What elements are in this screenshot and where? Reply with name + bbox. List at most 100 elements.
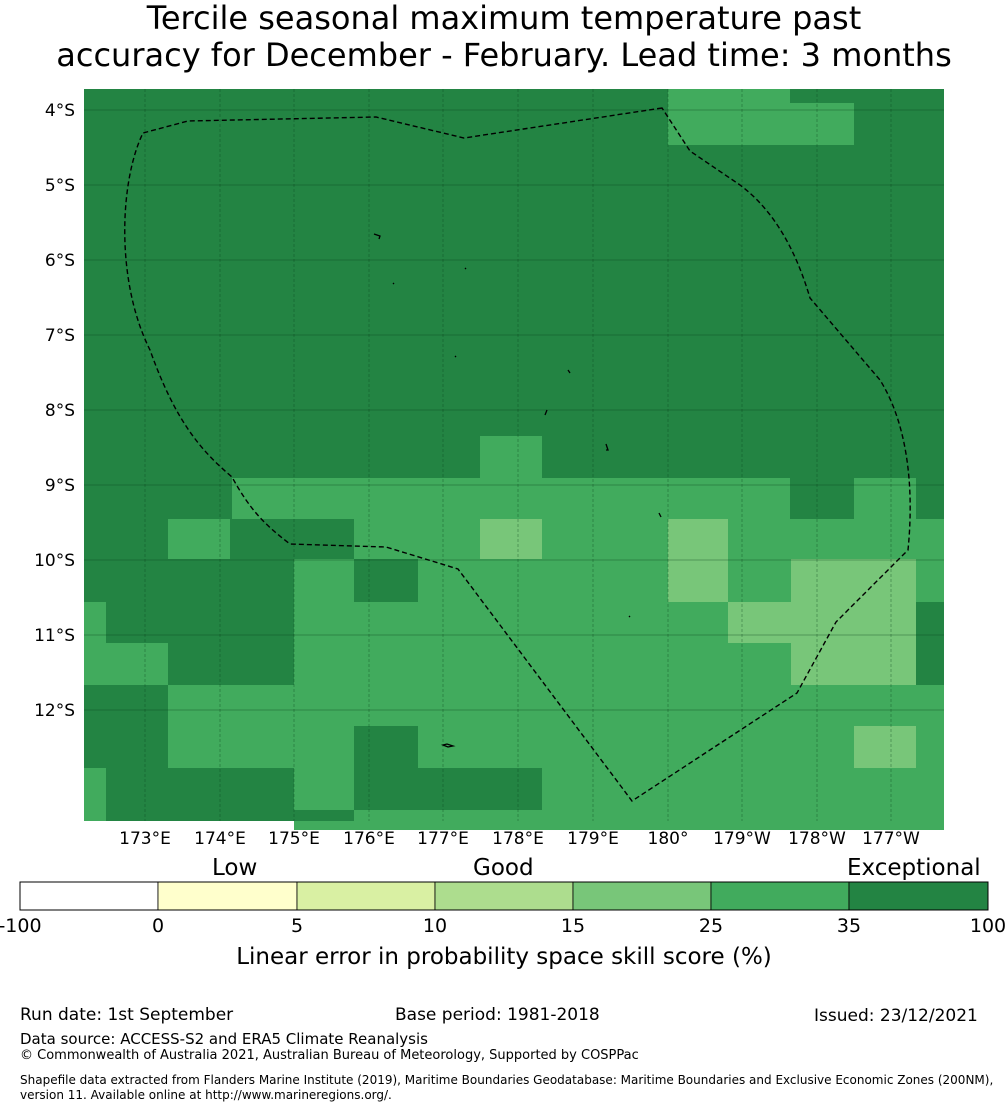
latitude-label: 9°S: [45, 476, 75, 496]
colorbar-category-good: Good: [473, 855, 534, 881]
skill-cell: [542, 519, 668, 559]
colorbar-segment: [710, 881, 850, 911]
colorbar: -100 0 5 10 15 25 35 100: [0, 881, 1006, 937]
shapefile-credit-line-1: Shapefile data extracted from Flanders M…: [20, 1073, 994, 1087]
skill-cell: [668, 602, 728, 830]
skill-cell: [854, 478, 916, 519]
island-outline: [567, 369, 571, 374]
island-outline: [658, 512, 662, 518]
island-outline: [605, 443, 609, 451]
island-outline: [454, 355, 457, 358]
skill-cell: [232, 478, 790, 519]
latitude-label: 11°S: [34, 626, 75, 646]
latitude-label: 4°S: [45, 101, 75, 121]
island-outline: [392, 282, 395, 285]
island-outline: [440, 743, 456, 748]
skill-cell: [418, 726, 668, 768]
base-period: Base period: 1981-2018: [395, 1005, 600, 1025]
skill-cell: [354, 519, 480, 559]
skill-cell: [418, 559, 668, 602]
issued-date: Issued: 23/12/2021: [814, 1006, 978, 1026]
latitude-label: 7°S: [45, 326, 75, 346]
skill-cell: [168, 519, 230, 559]
latitude-labels: 4°S 5°S 6°S 7°S 8°S 9°S 10°S 11°S 12°S: [34, 101, 75, 721]
latitude-label: 8°S: [45, 401, 75, 421]
longitude-label: 174°E: [194, 829, 246, 849]
skill-grid-cells: [84, 89, 944, 830]
skill-cell: [354, 810, 542, 821]
skill-cell: [480, 519, 542, 559]
colorbar-segment: [296, 881, 436, 911]
island-outline: [373, 233, 381, 240]
colorbar-segment: [848, 881, 989, 911]
colorbar-segment: [157, 881, 298, 911]
colorbar-segment: [572, 881, 712, 911]
data-source: Data source: ACCESS-S2 and ERA5 Climate …: [20, 1030, 428, 1048]
run-date: Run date: 1st September: [20, 1005, 234, 1025]
skill-cell: [791, 559, 916, 685]
skill-cell: [480, 436, 542, 478]
colorbar-tick-label: 0: [152, 915, 164, 937]
colorbar-tick-label: 100: [970, 915, 1006, 937]
colorbar-segments: [19, 881, 989, 911]
skill-cell: [668, 89, 790, 103]
longitude-label: 180°: [648, 829, 689, 849]
skill-cell: [728, 602, 791, 643]
latitude-label: 12°S: [34, 701, 75, 721]
shapefile-credit-line-2: version 11. Available online at http://w…: [20, 1088, 392, 1102]
colorbar-tick-label: 5: [291, 915, 303, 937]
skill-cell: [168, 685, 294, 768]
skill-cell: [668, 103, 854, 145]
colorbar-frame: [19, 881, 989, 911]
skill-cell: [728, 519, 944, 559]
skill-cell: [294, 810, 354, 821]
skill-cell: [354, 726, 418, 768]
skill-cell: [294, 559, 354, 602]
colorbar-tick-label: 25: [699, 915, 723, 937]
skill-cell: [84, 602, 106, 643]
skill-cell: [84, 768, 106, 821]
longitude-label: 175°E: [268, 829, 320, 849]
colorbar-category-exceptional: Exceptional: [847, 855, 981, 881]
colorbar-tick-label: 10: [423, 915, 447, 937]
skill-cell: [728, 643, 791, 830]
colorbar-tick-label: 15: [561, 915, 585, 937]
longitude-label: 176°E: [343, 829, 395, 849]
eez-boundary: [124, 107, 911, 802]
longitude-label: 179°W: [713, 829, 771, 849]
map-title-line-2: accuracy for December - February. Lead t…: [56, 36, 952, 74]
skill-cell: [854, 726, 916, 768]
map-panel: [84, 89, 944, 830]
skill-cell: [916, 559, 944, 602]
map-gridlines: [84, 89, 944, 821]
skill-cell: [84, 643, 168, 685]
colorbar-segment: [19, 881, 159, 911]
skill-cell: [668, 519, 728, 602]
copyright: © Commonwealth of Australia 2021, Austra…: [20, 1048, 639, 1063]
latitude-label: 10°S: [34, 551, 75, 571]
longitude-label: 179°E: [567, 829, 619, 849]
colorbar-category-low: Low: [212, 855, 258, 881]
skill-cell: [354, 768, 542, 810]
latitude-label: 6°S: [45, 251, 75, 271]
colorbar-segment: [434, 881, 574, 911]
longitude-label: 173°E: [119, 829, 171, 849]
longitude-label: 177°W: [862, 829, 920, 849]
longitude-label: 178°W: [788, 829, 846, 849]
skill-cell: [542, 768, 668, 821]
colorbar-label: Linear error in probability space skill …: [236, 944, 772, 970]
longitude-label: 178°E: [492, 829, 544, 849]
colorbar-tick-label: 35: [837, 915, 861, 937]
longitude-label: 177°E: [417, 829, 469, 849]
colorbar-ticks: -100 0 5 10 15 25 35 100: [0, 915, 1006, 937]
latitude-label: 5°S: [45, 176, 75, 196]
island-outline: [544, 409, 548, 416]
colorbar-tick-label: -100: [0, 915, 42, 937]
island-outline: [464, 267, 467, 270]
map-title-line-1: Tercile seasonal maximum temperature pas…: [146, 0, 862, 37]
island-outlines: [373, 233, 662, 748]
island-outline: [628, 615, 631, 618]
longitude-labels: 173°E 174°E 175°E 176°E 177°E 178°E 179°E 180° 1…: [119, 829, 920, 849]
skill-cell: [728, 559, 791, 602]
